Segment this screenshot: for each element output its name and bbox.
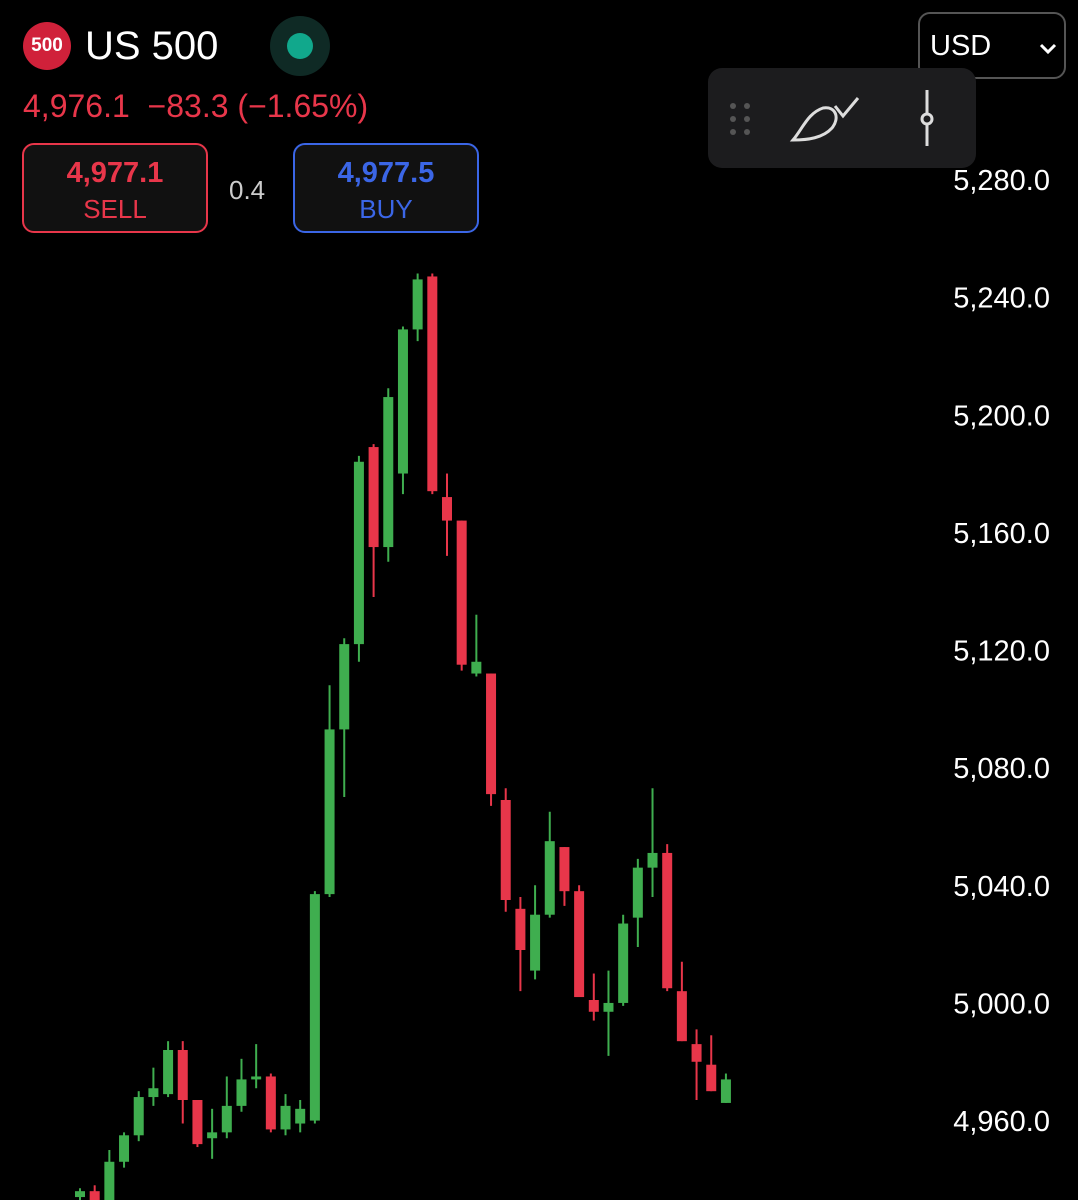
sell-price: 4,977.1 <box>66 157 164 189</box>
y-tick-label: 5,000.0 <box>953 989 1050 1021</box>
buy-price: 4,977.5 <box>337 157 435 189</box>
currency-select[interactable]: USD <box>918 12 1066 79</box>
candle-body <box>309 894 320 1121</box>
candle-body <box>119 1135 130 1162</box>
candle-body <box>471 661 482 674</box>
candle-body <box>133 1097 144 1136</box>
candle-body <box>632 867 643 918</box>
candle-body <box>618 923 629 1003</box>
y-tick-label: 5,160.0 <box>953 518 1050 550</box>
y-tick-label: 5,040.0 <box>953 871 1050 903</box>
candle-body <box>265 1076 276 1130</box>
candle-body <box>339 644 350 730</box>
y-tick-label: 5,080.0 <box>953 753 1050 785</box>
candle-body <box>192 1100 203 1145</box>
price-line: 4,976.1 −83.3 (−1.65%) <box>23 88 368 125</box>
candle-body <box>104 1161 115 1200</box>
candle-body <box>207 1132 218 1139</box>
price: 4,976.1 <box>23 88 130 124</box>
candle-body <box>647 852 658 868</box>
brush-tool[interactable] <box>789 97 860 142</box>
candle-body <box>603 1002 614 1012</box>
toolbar-icons <box>730 90 934 146</box>
candle-body <box>456 520 467 665</box>
status-dot <box>287 33 313 59</box>
candle-body <box>251 1076 262 1080</box>
candle-body <box>559 847 570 892</box>
header-icons <box>23 16 330 76</box>
y-tick-label: 5,200.0 <box>953 400 1050 432</box>
candle-body <box>75 1191 85 1198</box>
y-tick-label: 5,240.0 <box>953 283 1050 315</box>
change-pct: (−1.65%) <box>237 88 369 124</box>
buy-button[interactable]: 4,977.5 BUY <box>293 143 479 233</box>
change: −83.3 <box>147 88 229 124</box>
candle-body <box>412 279 423 330</box>
candle-body <box>530 914 541 971</box>
candle-body <box>691 1044 702 1062</box>
candle-body <box>236 1079 247 1106</box>
drag-handle[interactable] <box>730 103 750 135</box>
candle-body <box>353 461 364 645</box>
candle-body <box>324 729 335 895</box>
candle-body <box>544 841 555 915</box>
candle-body <box>500 800 511 900</box>
currency: USD <box>930 30 992 62</box>
candle-body <box>574 891 585 998</box>
sell-button[interactable]: 4,977.1 SELL <box>22 143 208 233</box>
candle-body <box>442 497 452 521</box>
y-tick-label: 4,960.0 <box>953 1106 1050 1138</box>
badge-text: 500 <box>31 35 63 56</box>
candle-body <box>383 397 394 548</box>
candle-body <box>588 1000 599 1012</box>
sell-label: SELL <box>83 194 147 224</box>
candle-body <box>427 276 438 492</box>
dropdown-arrow <box>1039 43 1057 55</box>
candle-body <box>720 1079 731 1103</box>
y-tick-label: 5,120.0 <box>953 636 1050 668</box>
spread: 0.4 <box>229 175 266 205</box>
candle-body <box>368 447 379 548</box>
candle-body <box>676 991 687 1042</box>
candle-body <box>280 1105 291 1130</box>
candle-body <box>221 1105 232 1133</box>
candle-body <box>163 1050 174 1095</box>
symbol: US 500 <box>85 24 219 68</box>
candle-body <box>177 1050 188 1100</box>
candle-body <box>486 673 497 795</box>
candle-body <box>397 329 408 474</box>
drawing-toolbar <box>708 68 976 168</box>
badge <box>23 22 71 70</box>
candle-body <box>89 1191 100 1200</box>
candle-body <box>295 1108 306 1124</box>
buy-label: BUY <box>359 194 413 224</box>
candle-body <box>662 852 673 989</box>
candle-body <box>706 1064 717 1092</box>
candle-body <box>148 1088 159 1098</box>
y-tick-label: 5,280.0 <box>953 165 1050 197</box>
candle-body <box>515 908 526 950</box>
crosshair-tool[interactable] <box>920 90 934 146</box>
